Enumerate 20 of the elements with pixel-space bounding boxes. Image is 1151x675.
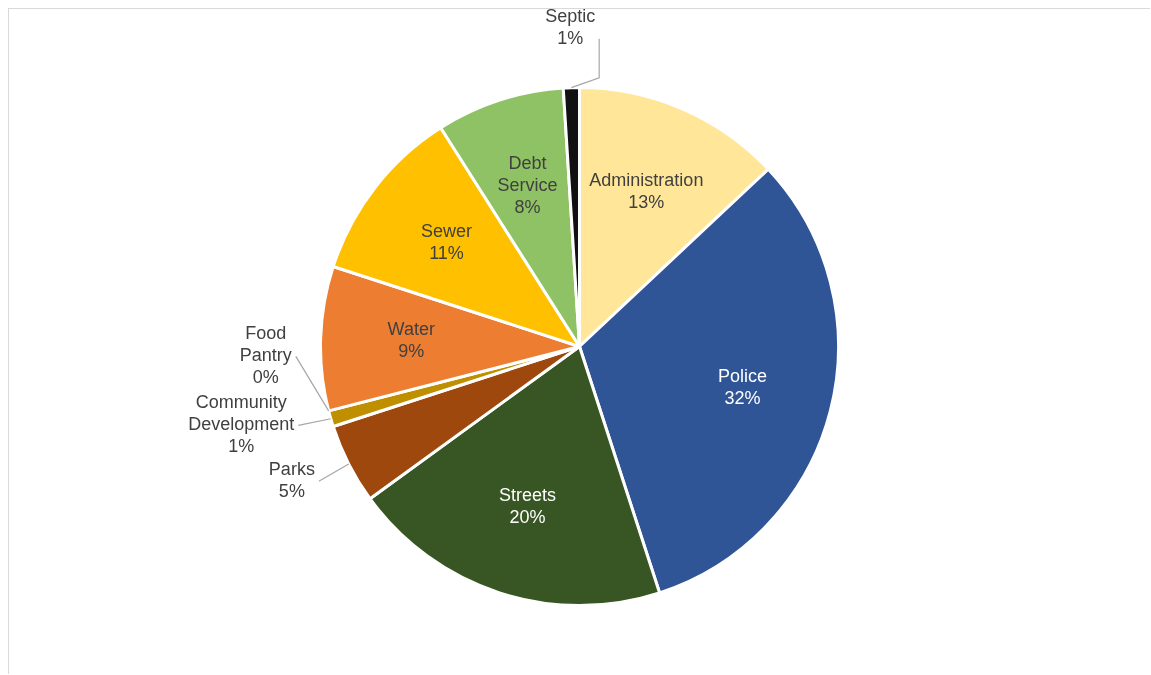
slice-label: Septic bbox=[545, 5, 596, 26]
data-label: 5% bbox=[278, 481, 305, 502]
data-label: 32% bbox=[724, 388, 761, 409]
slice-label: Streets bbox=[498, 484, 556, 505]
data-label: 1% bbox=[228, 436, 255, 457]
data-label: 1% bbox=[557, 27, 584, 48]
data-label: 20% bbox=[509, 506, 546, 527]
slice-label: Water bbox=[387, 319, 435, 340]
data-label: 11% bbox=[429, 243, 464, 264]
data-label: 13% bbox=[628, 191, 665, 212]
slice-label: Administration bbox=[589, 169, 704, 190]
category-label: Food Pantry bbox=[239, 323, 292, 366]
data-label: 9% bbox=[398, 341, 425, 362]
slice-label: Police bbox=[718, 366, 768, 387]
text: 0% bbox=[252, 367, 279, 388]
data-label: 8% bbox=[514, 197, 541, 218]
slice-label: Sewer bbox=[420, 221, 472, 242]
slice-label: Parks bbox=[268, 459, 315, 480]
slice-label: Community Development bbox=[188, 392, 295, 435]
slice-label: Debt Service bbox=[497, 153, 558, 196]
